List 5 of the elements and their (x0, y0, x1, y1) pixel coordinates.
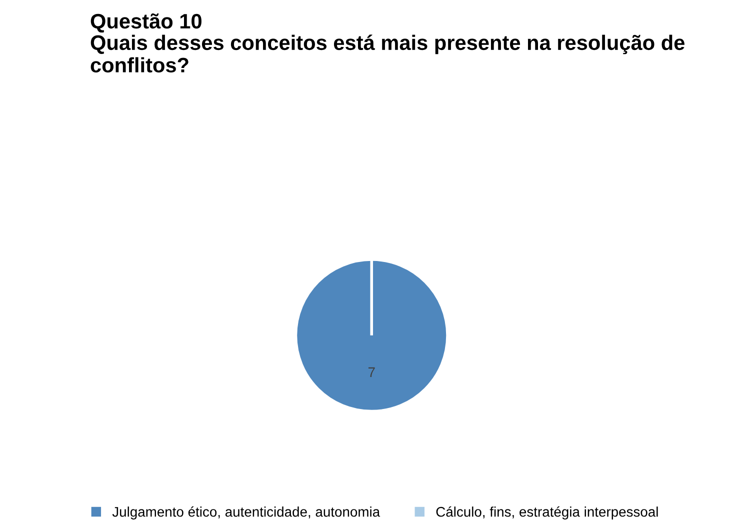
data-label: 7 (368, 367, 375, 377)
legend-label: Julgamento ético, autenticidade, autonomia (112, 506, 380, 520)
chart-subtitle: Quais desses conceitos está mais presente na resolução de conflitos? (90, 34, 684, 73)
legend-label: Cálculo, fins, estratégia interpessoal (436, 506, 658, 520)
chart-title: Questão 10 (90, 13, 202, 32)
